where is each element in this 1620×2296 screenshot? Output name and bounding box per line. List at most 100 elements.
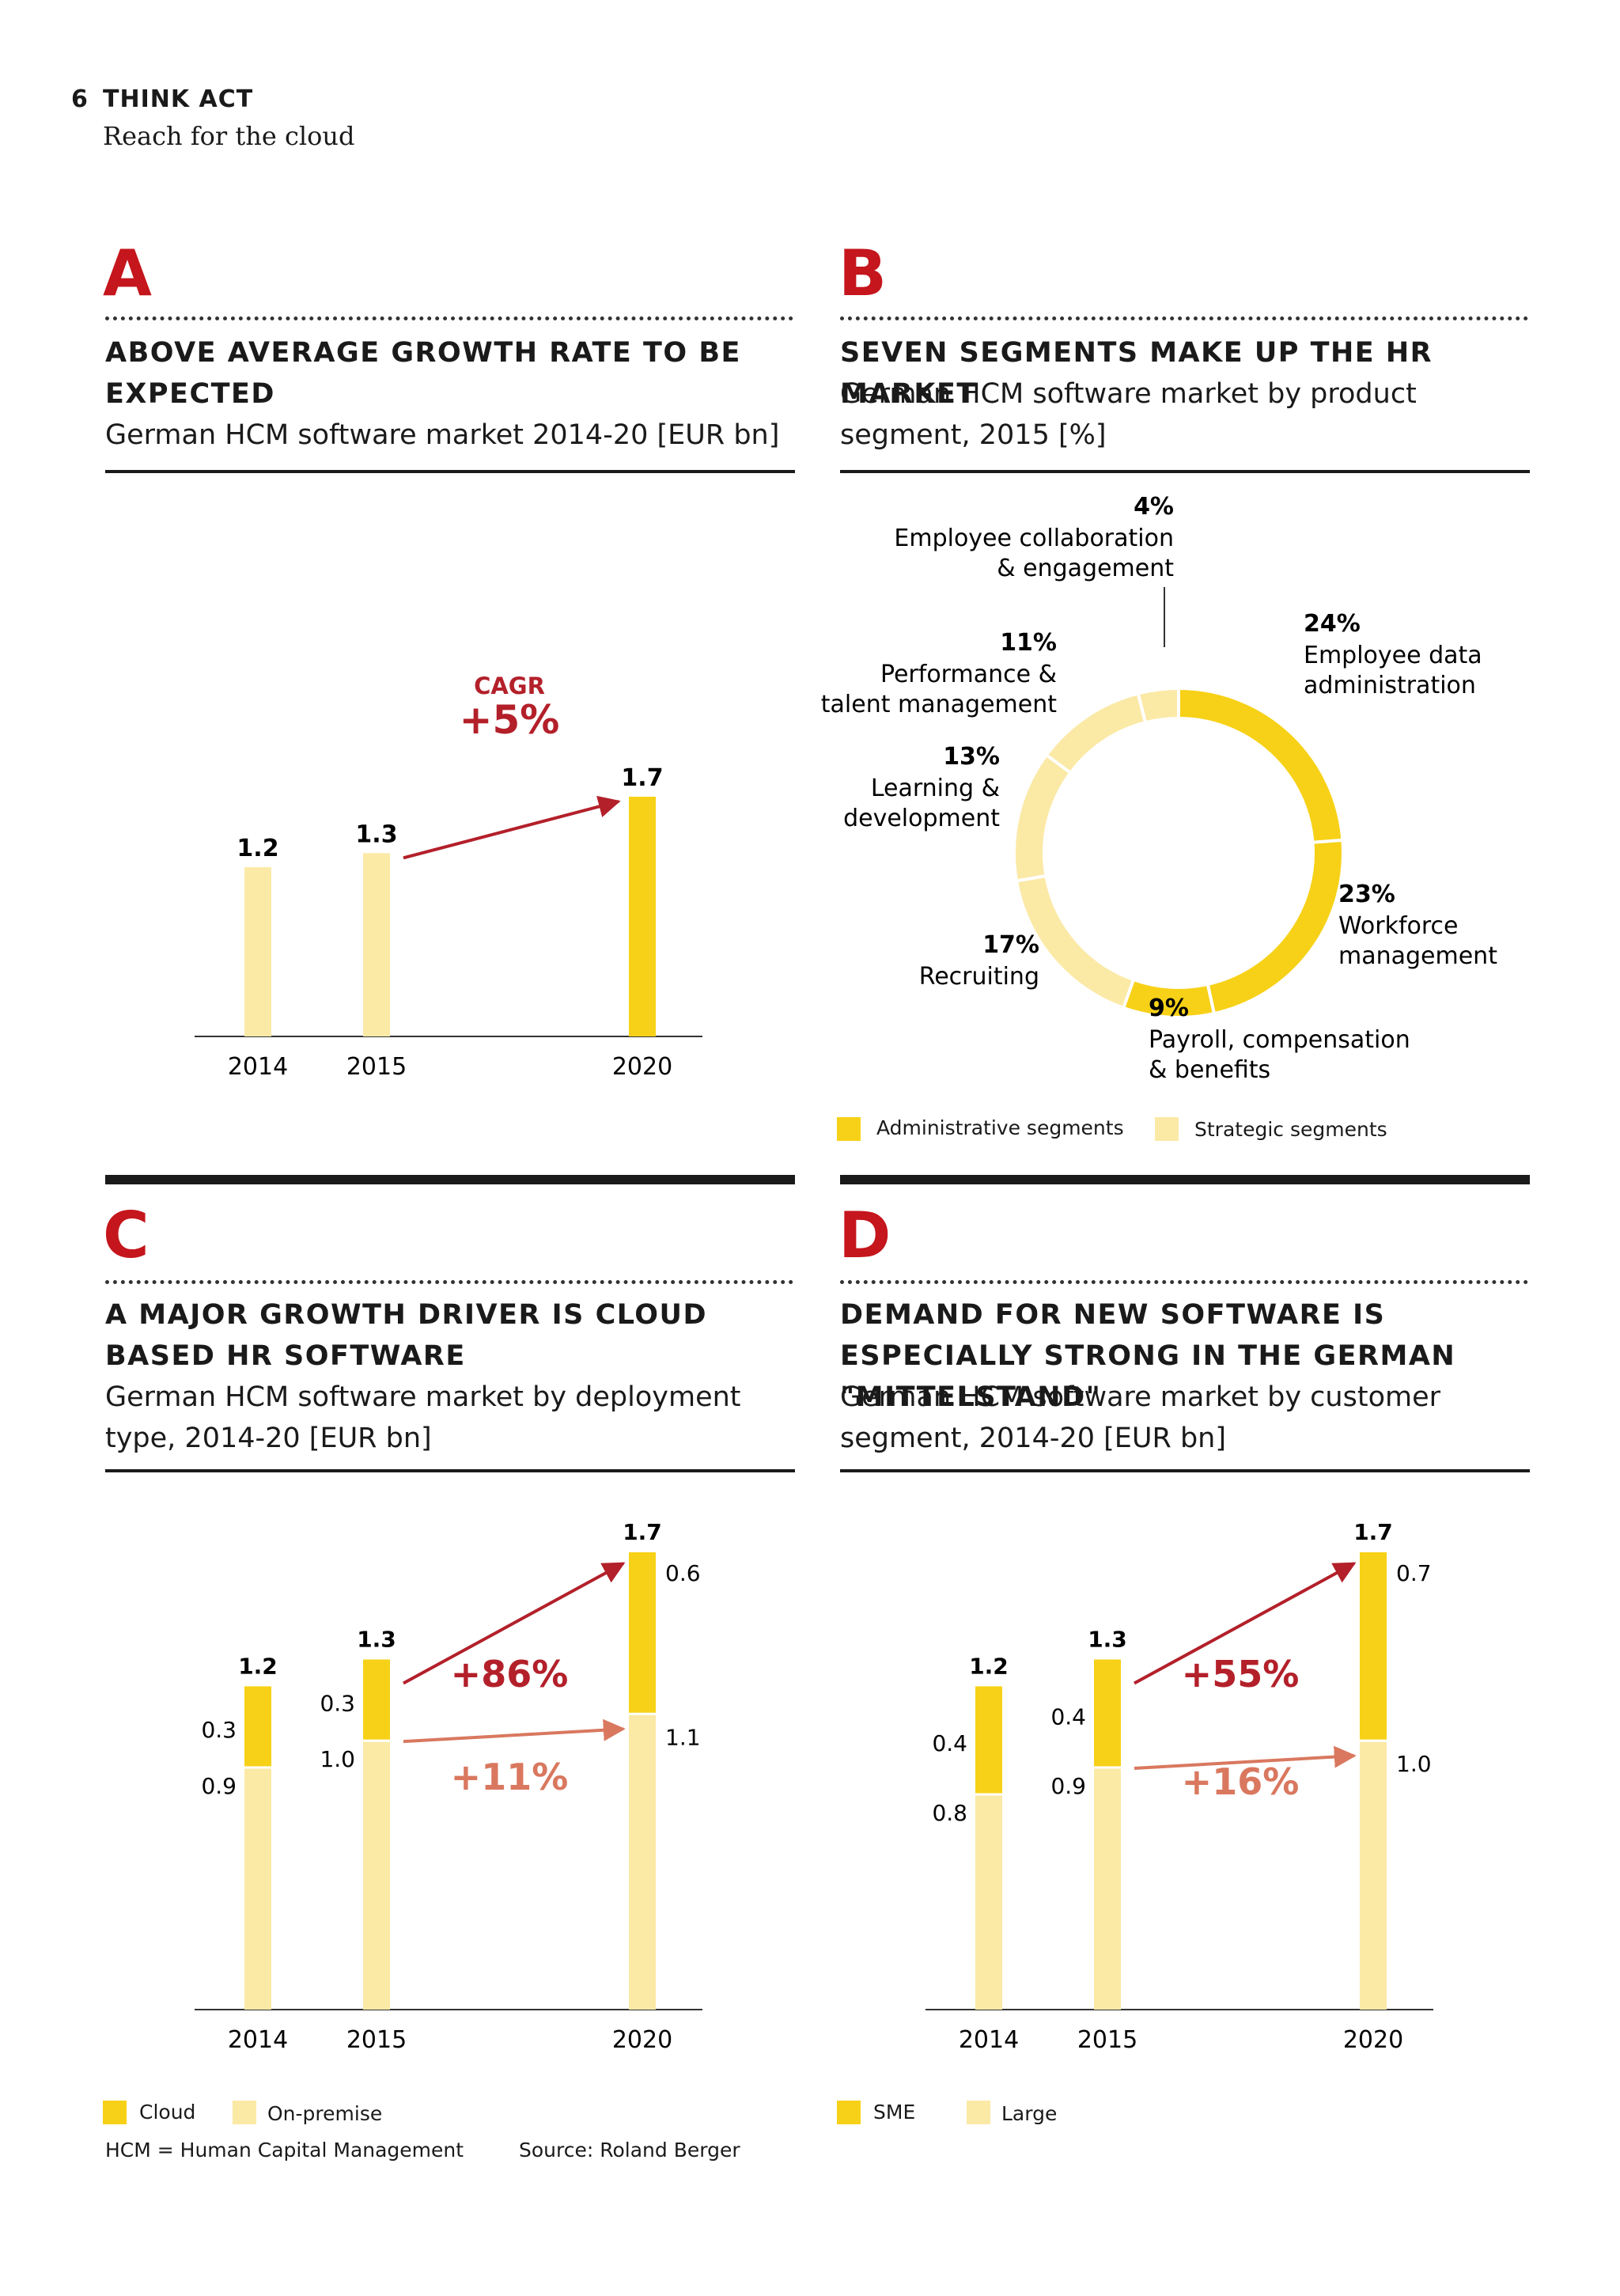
cagr-value: +5%	[460, 697, 560, 743]
bar-mc-top-2014	[244, 1686, 271, 1767]
separator-right	[840, 1175, 1530, 1184]
slice-pct-label-3: 17%	[982, 931, 1039, 959]
slice-name-label-3: Recruiting	[919, 963, 1039, 991]
bottom-value-label-md-2020: 1.0	[1396, 1751, 1432, 1777]
donut-slice-0	[1177, 686, 1345, 844]
donut-slice-1	[1206, 838, 1345, 1016]
panel-d-dots	[840, 1280, 1528, 1284]
growth-label-bottom-mc: +11%	[451, 1756, 569, 1798]
slice-name-label-0: Employee data	[1304, 642, 1482, 669]
bar-mc-bottom-2014	[244, 1768, 271, 2010]
legend-onpremise-label: On-premise	[267, 2102, 383, 2125]
chart-a: 1.2 2014 1.3 2015 1.7 2020 CAGR+5%	[195, 673, 702, 1081]
panel-c-letter: C	[103, 1199, 150, 1272]
slice-name-label-4: Learning &	[871, 775, 1000, 802]
donut-slice-5	[1044, 691, 1148, 775]
tick-label-md-2020: 2020	[1343, 2026, 1403, 2054]
footnote: HCM = Human Capital Management	[105, 2139, 464, 2161]
slice-name-label2-4: development	[843, 805, 1000, 832]
total-label-md-2014: 1.2	[969, 1653, 1009, 1679]
growth-label-bottom-md: +16%	[1182, 1760, 1300, 1803]
slice-name-label-1: Workforce	[1338, 912, 1459, 940]
tick-label-a-2014: 2014	[228, 1053, 288, 1081]
bottom-value-label-md-2015: 0.9	[1050, 1773, 1086, 1799]
legend-large-label: Large	[1001, 2102, 1058, 2125]
legend-cloud-label: Cloud	[139, 2101, 196, 2124]
slice-name-label-6: Employee collaboration	[894, 525, 1174, 552]
panel-a-letter: A	[103, 237, 152, 310]
total-label-mc-2014: 1.2	[238, 1653, 278, 1679]
slice-name-label2-1: management	[1338, 942, 1497, 970]
slice-name-label2-6: & engagement	[997, 555, 1174, 582]
growth-arrow-bottom-md	[1134, 1745, 1357, 1771]
value-label-a-2015: 1.3	[355, 820, 397, 848]
cagr-label: CAGR	[474, 673, 545, 699]
source-note: Source: Roland Berger	[519, 2139, 740, 2161]
panel-d-rule	[840, 1469, 1530, 1472]
slice-pct-label-2: 9%	[1149, 995, 1189, 1022]
tick-label-md-2014: 2014	[959, 2026, 1019, 2054]
slice-pct-label-6: 4%	[1134, 493, 1174, 521]
slice-pct-label-4: 13%	[943, 743, 1000, 771]
bar-md-top-2020	[1360, 1552, 1387, 1741]
bar-md-top-2014	[975, 1686, 1002, 1794]
top-value-label-mc-2020: 0.6	[665, 1560, 701, 1586]
slice-pct-label-1: 23%	[1338, 881, 1395, 908]
growth-label-top-mc: +86%	[451, 1653, 569, 1695]
tick-label-a-2020: 2020	[612, 1053, 672, 1081]
legend-cloud-swatch	[103, 2101, 127, 2124]
growth-arrow-bottom-mc	[403, 1718, 626, 1744]
bar-md-bottom-2014	[975, 1794, 1002, 2010]
tick-label-mc-2020: 2020	[612, 2026, 672, 2054]
tick-label-mc-2015: 2015	[346, 2026, 407, 2054]
panel-b-subtitle: German HCM software market by product se…	[840, 378, 1417, 451]
cagr-arrow	[403, 795, 621, 860]
separator-left	[105, 1175, 795, 1184]
panel-c-subtitle: German HCM software market by deployment…	[105, 1381, 741, 1454]
top-value-label-md-2020: 0.7	[1396, 1560, 1432, 1586]
legend-admin-swatch	[837, 1117, 861, 1141]
slice-name-label2-0: administration	[1304, 672, 1476, 699]
legend-sme-swatch	[837, 2101, 861, 2124]
brand-title: THINK ACT	[103, 85, 254, 113]
panel-c-title: A MAJOR GROWTH DRIVER IS CLOUD BASED HR …	[105, 1299, 708, 1372]
chart-d: 1.2 0.4 0.8 2014 1.3 0.4 0.9 2015 1.70.7 1.0 2020 +…	[925, 1519, 1433, 2054]
bar-mc-bottom-2020	[629, 1714, 656, 2010]
chart-c: 1.2 0.3 0.9 2014 1.3 0.3 1.0 2015 1.70.6 1.1 2020 +…	[195, 1519, 702, 2054]
chart-b: 24% Employee data administration 23% Workfor…	[821, 493, 1497, 1084]
tick-label-md-2015: 2015	[1077, 2026, 1137, 2054]
top-value-label-mc-2014: 0.3	[201, 1717, 237, 1743]
bar-md-bottom-2015	[1094, 1768, 1121, 2010]
bar-mc-top-2020	[629, 1552, 656, 1714]
slice-name-label-5: Performance &	[880, 661, 1057, 688]
total-label-mc-2015: 1.3	[357, 1627, 396, 1653]
total-label-md-2020: 1.7	[1353, 1519, 1393, 1545]
panel-a-title: ABOVE AVERAGE GROWTH RATE TO BE EXPECTED	[105, 337, 741, 410]
top-value-label-md-2014: 0.4	[932, 1730, 967, 1756]
panel-b-rule	[840, 470, 1530, 473]
top-value-label-mc-2015: 0.3	[320, 1690, 355, 1716]
bar-a-2020	[629, 797, 656, 1036]
slice-pct-label-5: 11%	[1000, 629, 1057, 657]
bottom-value-label-mc-2014: 0.9	[201, 1773, 237, 1799]
donut-slice-6	[1136, 686, 1180, 725]
tick-label-mc-2014: 2014	[228, 2026, 288, 2054]
bar-mc-top-2015	[363, 1659, 390, 1741]
panel-a-dots	[105, 316, 793, 320]
growth-label-top-md: +55%	[1182, 1653, 1300, 1695]
legend-strategic-swatch	[1155, 1117, 1179, 1141]
legend-strategic-label: Strategic segments	[1194, 1118, 1387, 1141]
slice-name-label2-2: & benefits	[1149, 1056, 1270, 1084]
donut-slice-4	[1012, 752, 1073, 883]
bar-a-2015	[363, 853, 390, 1036]
bottom-value-label-md-2014: 0.8	[932, 1800, 967, 1826]
bar-md-bottom-2020	[1360, 1741, 1387, 2010]
page-number: 6	[71, 85, 89, 113]
value-label-a-2014: 1.2	[237, 835, 278, 862]
slice-pct-label-0: 24%	[1304, 610, 1361, 638]
panel-c-dots	[105, 1280, 793, 1284]
panel-b-title: SEVEN SEGMENTS MAKE UP THE HR MARKET	[840, 337, 1433, 410]
legend-sme-label: SME	[873, 2101, 916, 2124]
legend-admin-label: Administrative segments	[876, 1116, 1124, 1139]
panel-d-subtitle: German HCM software market by customer s…	[840, 1381, 1440, 1454]
